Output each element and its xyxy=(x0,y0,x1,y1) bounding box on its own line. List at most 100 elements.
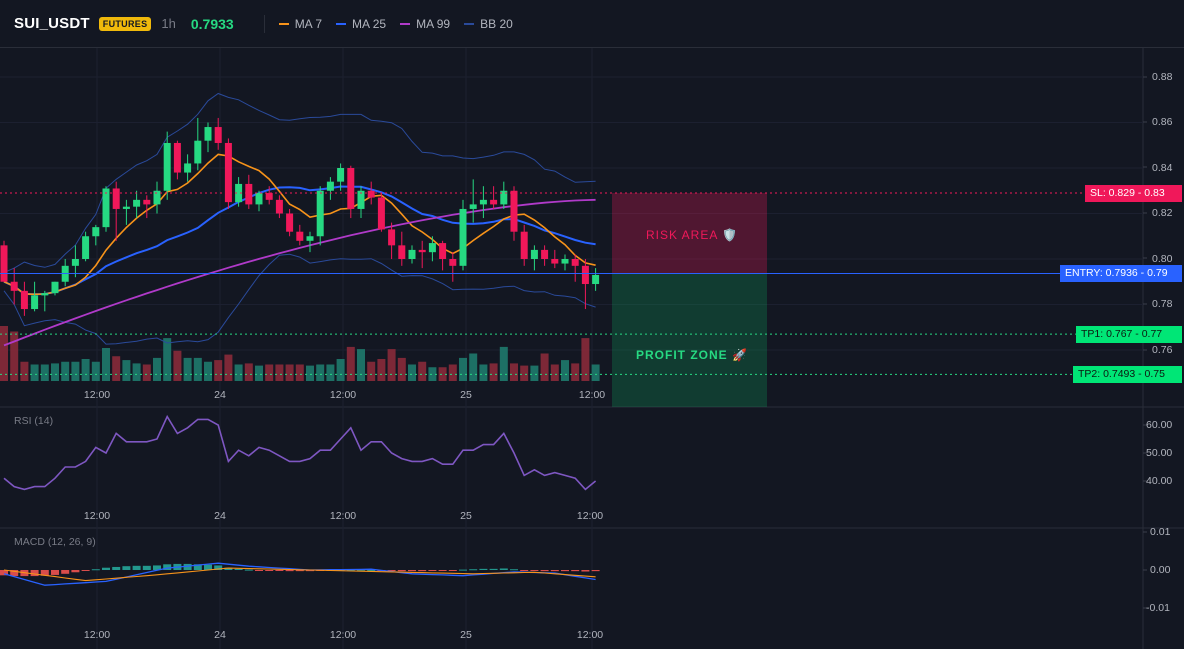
macd-histogram-bar xyxy=(510,569,518,571)
volume-bar xyxy=(306,365,314,381)
legend-ma25[interactable]: MA 25 xyxy=(336,17,386,31)
macd-axis-label: 0.01 xyxy=(1150,526,1171,538)
candle-body xyxy=(541,249,549,259)
candle-body xyxy=(214,127,222,143)
stop-loss-tag[interactable]: SL: 0.829 - 0.83 xyxy=(1085,185,1182,202)
price-axis-label: 0.80 xyxy=(1152,253,1173,265)
macd-histogram-bar xyxy=(255,570,263,571)
macd-histogram-bar xyxy=(561,570,569,572)
macd-histogram-bar xyxy=(540,570,549,572)
time-axis-label: 12:00 xyxy=(329,510,357,522)
volume-bar xyxy=(591,364,600,381)
price-axis-label: 0.86 xyxy=(1152,116,1173,128)
candle-body xyxy=(520,231,528,259)
legend-bb20[interactable]: BB 20 xyxy=(464,17,513,31)
candle-body xyxy=(561,259,569,264)
volume-bar xyxy=(91,361,100,381)
macd-histogram-bar xyxy=(51,570,59,575)
rsi-pane-label[interactable]: RSI (14) xyxy=(14,415,54,427)
legend-ma99[interactable]: MA 99 xyxy=(400,17,450,31)
volume-bar xyxy=(479,364,488,381)
time-axis-label: 12:00 xyxy=(576,629,604,641)
volume-bar xyxy=(142,364,151,381)
time-axis-label: 12:00 xyxy=(83,510,111,522)
volume-bar xyxy=(336,359,345,381)
take-profit-2-tag[interactable]: TP2: 0.7493 - 0.75 xyxy=(1073,366,1182,383)
candle-body xyxy=(0,245,8,282)
volume-bar xyxy=(499,346,508,381)
legend-label: MA 99 xyxy=(416,16,451,31)
candle-body xyxy=(479,199,487,205)
candle-body xyxy=(490,199,498,205)
volume-bar xyxy=(561,360,569,381)
entry-tag[interactable]: ENTRY: 0.7936 - 0.79 xyxy=(1060,265,1182,282)
candle-body xyxy=(153,190,161,205)
candle-body xyxy=(133,199,141,207)
candle-body xyxy=(306,236,314,241)
candle-body xyxy=(235,183,243,203)
macd-histogram-bar xyxy=(479,568,488,570)
macd-histogram-bar xyxy=(61,570,70,574)
volume-bar xyxy=(214,360,223,381)
candle-body xyxy=(326,181,334,191)
candle-body xyxy=(204,127,212,141)
macd-histogram-bar xyxy=(408,570,416,572)
symbol-name[interactable]: SUI_USDT xyxy=(14,15,90,32)
volume-bar xyxy=(163,338,172,381)
macd-histogram-bar xyxy=(591,570,600,572)
volume-bar xyxy=(397,357,406,381)
time-axis-label: 24 xyxy=(214,629,226,641)
volume-bar xyxy=(346,346,355,381)
candle-body xyxy=(102,188,110,228)
legend-swatch xyxy=(400,22,411,25)
time-axis-label: 12:00 xyxy=(329,389,357,401)
macd-histogram-bar xyxy=(499,568,508,570)
candle-body xyxy=(194,140,202,164)
macd-line xyxy=(3,562,596,586)
volume-bar xyxy=(102,348,110,381)
take-profit-1-tag[interactable]: TP1: 0.767 - 0.77 xyxy=(1076,326,1182,343)
macd-histogram-bar xyxy=(428,570,437,571)
volume-bar xyxy=(540,353,549,381)
macd-pane-label[interactable]: MACD (12, 26, 9) xyxy=(14,536,96,548)
volume-bar xyxy=(418,361,427,381)
candle-body xyxy=(439,243,447,259)
macd-axis-label: -0.01 xyxy=(1146,602,1170,614)
timeframe-label[interactable]: 1h xyxy=(161,16,176,31)
candle-body xyxy=(388,229,396,246)
macd-histogram-bar xyxy=(265,570,274,571)
macd-histogram-bar xyxy=(275,570,284,571)
candle-body xyxy=(255,193,263,205)
candle-body xyxy=(469,204,477,209)
candle-body xyxy=(367,190,375,198)
macd-histogram-bar xyxy=(459,569,467,571)
volume-bar xyxy=(530,365,539,381)
volume-bar xyxy=(20,361,29,381)
candle-body xyxy=(245,183,253,205)
volume-bar xyxy=(112,356,121,381)
volume-bar xyxy=(550,364,559,381)
legend-ma7[interactable]: MA 7 xyxy=(278,17,322,31)
macd-histogram-bar xyxy=(295,570,304,572)
candle-body xyxy=(428,243,436,253)
legend-swatch xyxy=(278,22,289,25)
volume-bar xyxy=(81,359,90,381)
volume-bar xyxy=(357,349,365,381)
volume-bar xyxy=(316,364,325,381)
rsi-axis-label: 40.00 xyxy=(1146,475,1173,487)
header-divider xyxy=(263,14,265,33)
profit-zone xyxy=(612,273,767,407)
ma99-line xyxy=(3,198,596,347)
volume-bar xyxy=(244,363,253,381)
volume-bar xyxy=(61,361,70,381)
macd-histogram-bar xyxy=(234,568,243,570)
volume-bar xyxy=(448,364,457,381)
volume-bar xyxy=(571,363,580,381)
macd-histogram-bar xyxy=(102,567,110,570)
candle-body xyxy=(143,199,151,205)
volume-bar xyxy=(122,360,131,381)
candle-body xyxy=(224,142,232,203)
candle-body xyxy=(459,208,467,266)
candle-body xyxy=(265,193,273,200)
